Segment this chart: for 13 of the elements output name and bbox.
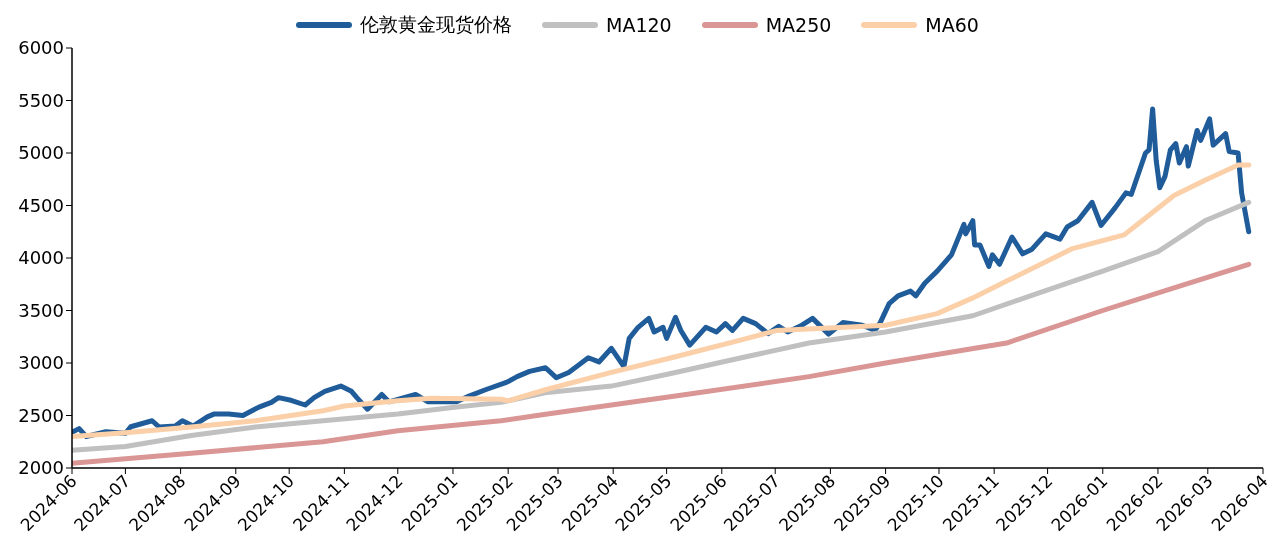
legend-label: 伦敦黄金现货价格 [360,12,513,37]
legend-label: MA60 [925,14,979,36]
y-tick-label: 5000 [18,142,64,164]
y-tick-label: 2000 [18,457,64,479]
legend-label: MA120 [606,14,672,36]
y-tick-label: 6000 [18,37,64,59]
y-tick-label: 4000 [18,247,64,269]
y-tick-label: 5500 [18,89,64,111]
y-tick-label: 2500 [18,404,64,426]
y-tick-label: 3000 [18,352,64,374]
legend-label: MA250 [765,14,832,36]
y-tick-label: 3500 [18,299,64,321]
y-tick-label: 4500 [18,194,64,216]
